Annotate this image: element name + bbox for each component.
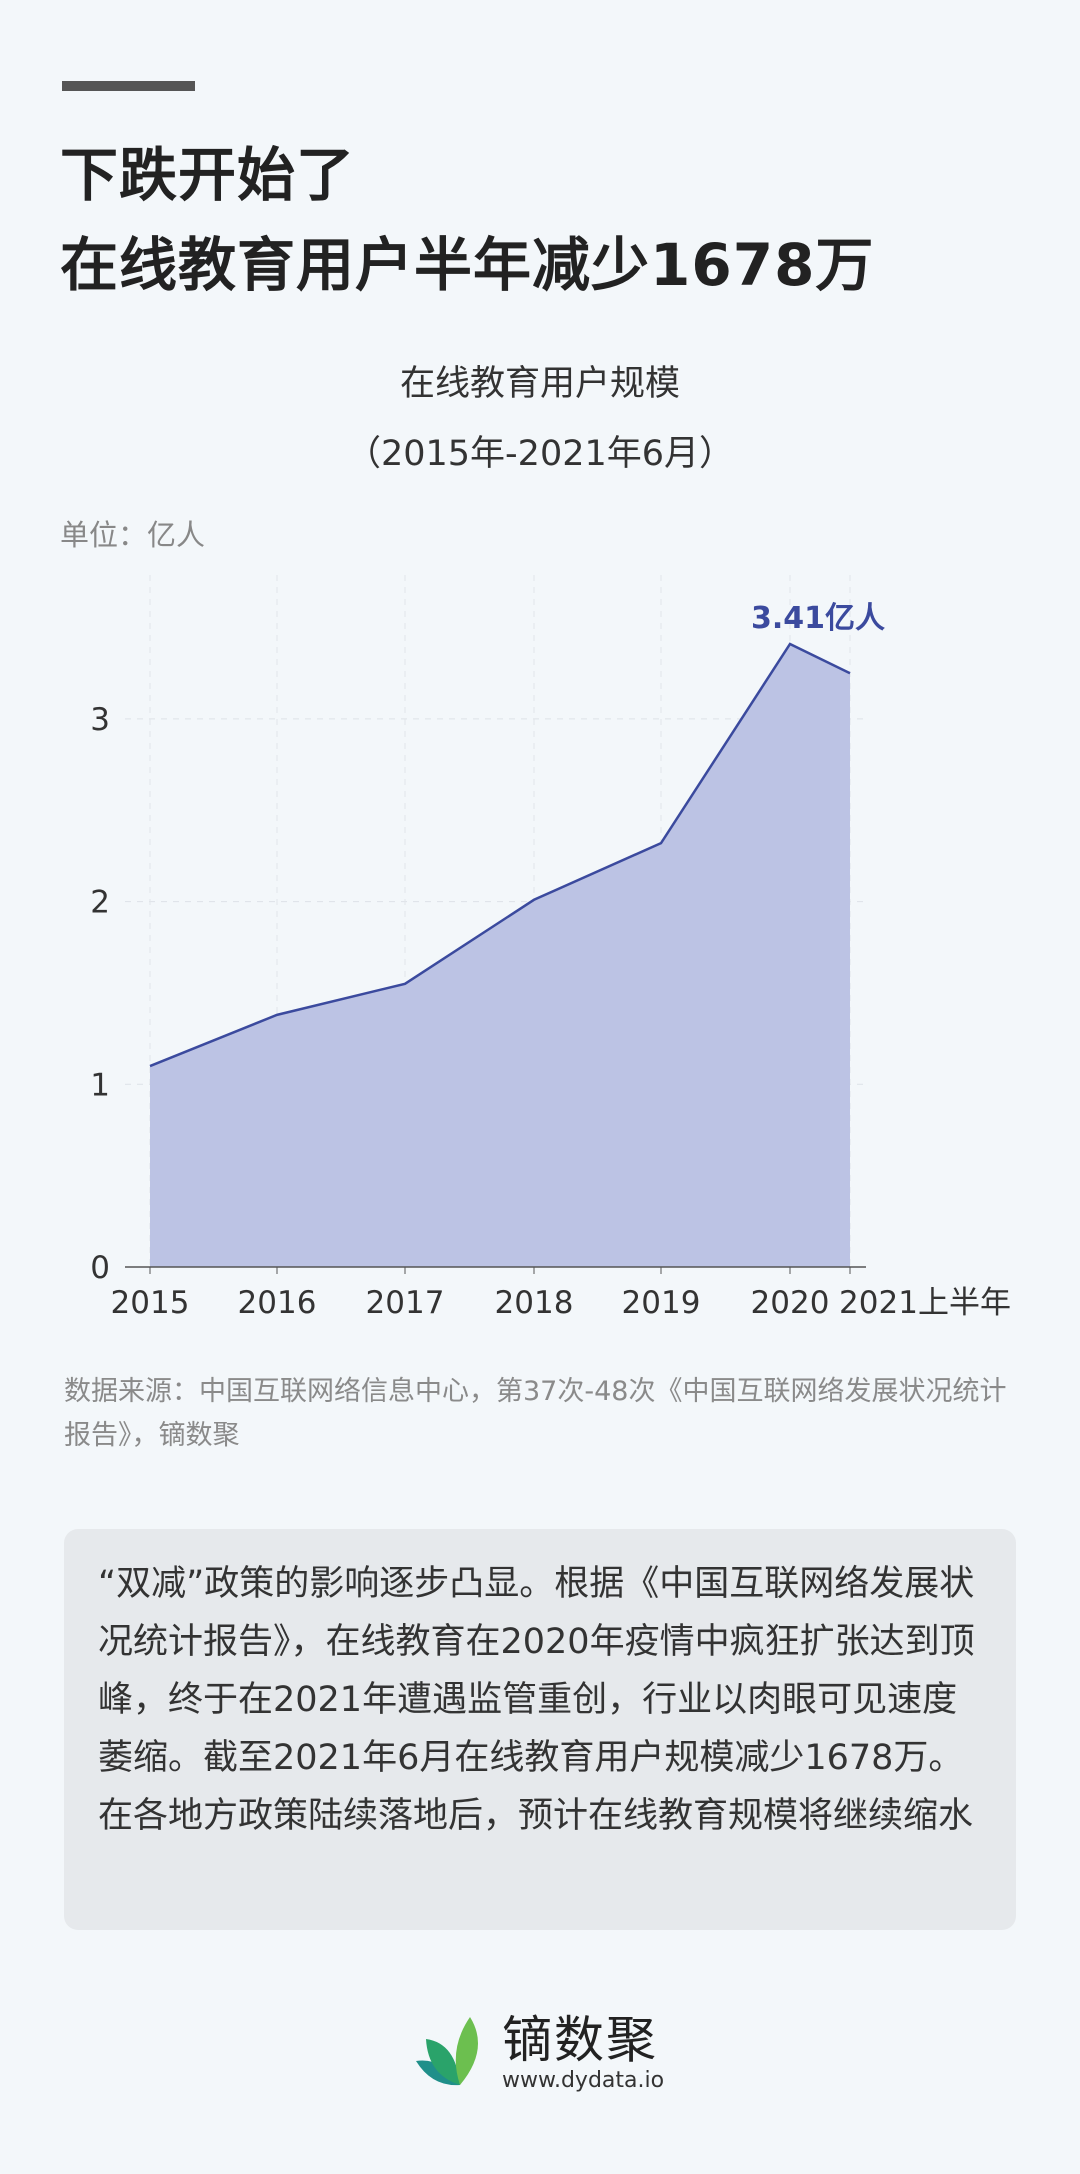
summary-box: “双减”政策的影响逐步凸显。根据《中国互联网络发展状况统计报告》，在线教育在20… [64,1529,1016,1930]
x-tick-label: 2019 [622,1285,701,1321]
chart-subtitle: （2015年-2021年6月） [345,434,735,474]
area-chart: 0 1 2 3 2015 2016 2017 2018 2019 2020 2021上半年 3.41亿… [90,575,1011,1321]
chart-title: 在线教育用户规模 [399,364,680,404]
x-tick-label: 2021上半年 [839,1285,1011,1321]
peak-annotation: 3.41亿人 [751,601,885,636]
leaf-logo-icon [416,2016,478,2085]
summary-text: “双减”政策的影响逐步凸显。根据《中国互联网络发展状况统计报告》，在线教育在20… [98,1564,975,1836]
headline-line2: 在线教育用户半年减少1678万 [60,231,875,299]
series-line [149,642,851,1068]
area-fill [150,643,850,1267]
x-tick-label: 2017 [366,1285,445,1321]
y-tick-label: 3 [90,702,110,738]
x-tick-label: 2020 [751,1285,830,1321]
x-tick-label: 2018 [495,1285,574,1321]
unit-label: 单位：亿人 [60,518,206,552]
brand-url: www.dydata.io [502,2068,665,2093]
y-tick-label: 2 [90,885,110,921]
y-tick-label: 0 [90,1250,110,1286]
x-tick-label: 2015 [111,1285,190,1321]
y-tick-label: 1 [90,1067,110,1103]
brand-logo: 镝数聚 www.dydata.io [412,2012,664,2093]
headline-line1: 下跌开始了 [60,141,356,209]
brand-name: 镝数聚 [502,2011,658,2069]
title-accent-bar [62,81,195,91]
x-tick-label: 2016 [238,1285,317,1321]
data-source: 数据来源：中国互联网络信息中心，第37次-48次《中国互联网络发展状况统计报告》… [64,1376,1007,1451]
